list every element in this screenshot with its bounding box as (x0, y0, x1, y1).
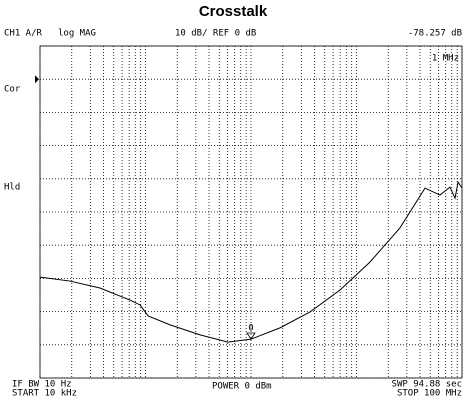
scale: 10 dB/ REF 0 dB (175, 29, 256, 39)
cor-annotation: Cor (4, 85, 21, 95)
if-bandwidth: IF BW 10 Hz (12, 380, 72, 390)
marker-readout: -78.257 dB (408, 29, 462, 39)
format: log MAG (58, 29, 96, 39)
marker (246, 332, 256, 340)
sweep-time: SWP 94.88 sec (392, 380, 462, 390)
trace (39, 180, 463, 343)
hld-annotation: Hld (4, 183, 20, 193)
start-freq: START 10 kHz (12, 389, 77, 399)
reference-arrow (35, 75, 39, 84)
stop-freq: STOP 100 MHz (397, 389, 462, 399)
channel: CH1 A/R (4, 29, 43, 39)
marker-label: 0 (248, 324, 253, 334)
power: POWER 0 dBm (212, 382, 272, 392)
chart-title: Crosstalk (199, 3, 268, 20)
